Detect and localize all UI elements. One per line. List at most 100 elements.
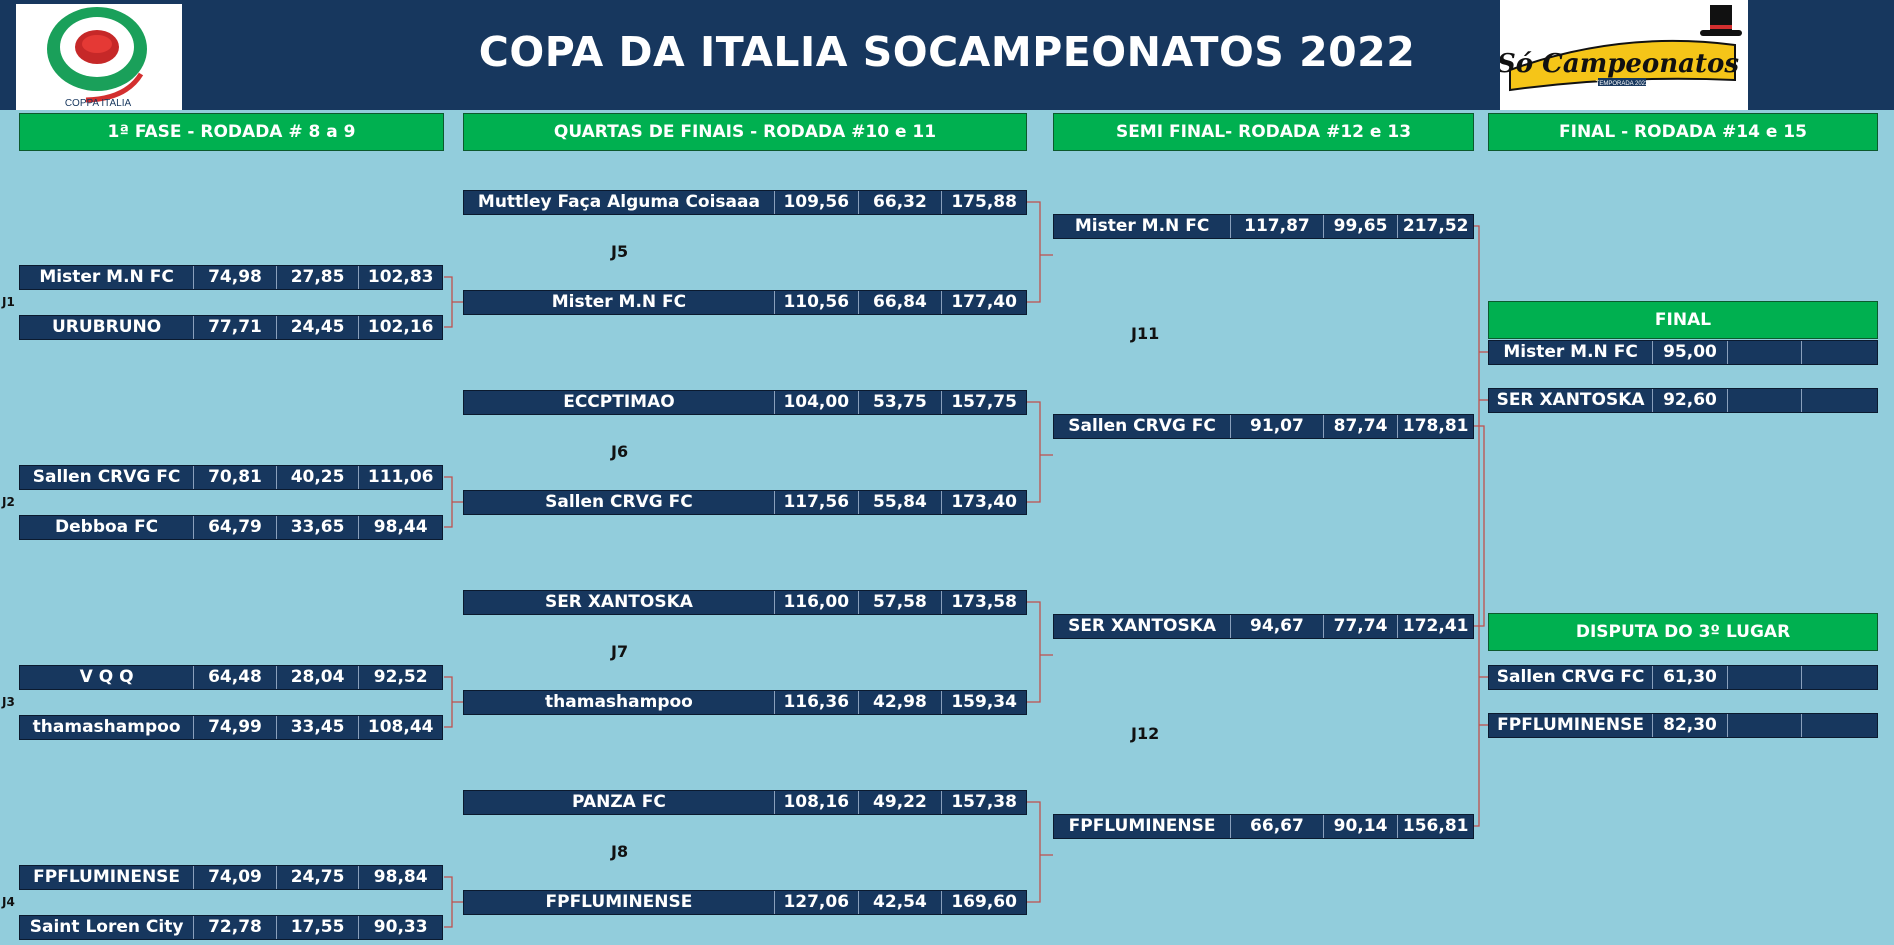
page-header: COPPA ITALIA COPA DA ITALIA SOCAMPEONATO… [0, 0, 1894, 110]
team-name: SER XANTOSKA [464, 591, 775, 614]
score-blank [1802, 389, 1877, 412]
score-leg1: 61,30 [1653, 666, 1728, 689]
score-leg1: 72,78 [194, 916, 277, 939]
round1-match-label-1: J1 [2, 295, 15, 309]
score-leg1: 82,30 [1653, 714, 1728, 737]
svg-text:TEMPORADA 2022: TEMPORADA 2022 [1596, 81, 1649, 87]
team-name: ECCPTIMAO [464, 391, 775, 414]
so-campeonatos-logo: Só Campeonatos TEMPORADA 2022 [1497, 0, 1748, 110]
round1-match-4-team-1: FPFLUMINENSE 74,09 24,75 98,84 [19, 865, 443, 890]
score-leg2: 66,32 [859, 191, 943, 214]
score-leg2 [1728, 666, 1803, 689]
round1-match-1-team-2: URUBRUNO 77,71 24,45 102,16 [19, 315, 443, 340]
quarterfinal-match-1-team-1: Muttley Faça Alguma Coisaaa 109,56 66,32 17… [463, 190, 1027, 215]
score-leg2: 87,74 [1324, 415, 1399, 438]
round1-match-4-team-2: Saint Loren City 72,78 17,55 90,33 [19, 915, 443, 940]
score-leg2: 33,45 [277, 716, 360, 739]
bracket-connector-line [1027, 801, 1053, 903]
score-total: 157,75 [951, 392, 1017, 412]
team-name: FPFLUMINENSE [1054, 815, 1232, 838]
semifinal-match-1-team-1: Mister M.N FC 117,87 99,65 217,52 [1053, 214, 1474, 239]
bracket-connector-line [1027, 201, 1053, 303]
quarterfinal-match-3-team-2: thamashampoo 116,36 42,98 159,34 [463, 690, 1027, 715]
quarterfinal-match-3-team-1: SER XANTOSKA 116,00 57,58 173,58 [463, 590, 1027, 615]
quarterfinal-match-label-1: J5 [611, 242, 629, 261]
score-total: 90,33 [373, 917, 428, 937]
score-leg1: 108,16 [775, 791, 859, 814]
score-total: 92,52 [373, 667, 428, 687]
coppa-italia-badge-icon: COPPA ITALIA [47, 7, 147, 109]
team-name: Mister M.N FC [1054, 215, 1232, 238]
svg-text:COPPA ITALIA: COPPA ITALIA [65, 98, 132, 109]
score-leg2: 57,58 [859, 591, 943, 614]
score-leg2: 27,85 [277, 266, 360, 289]
round1-match-label-4: J4 [2, 895, 15, 909]
quarterfinal-match-4-team-2: FPFLUMINENSE 127,06 42,54 169,60 [463, 890, 1027, 915]
round1-match-2-team-1: Sallen CRVG FC 70,81 40,25 111,06 [19, 465, 443, 490]
team-name: URUBRUNO [20, 316, 195, 339]
team-name: Sallen CRVG FC [20, 466, 195, 489]
score-leg2: 90,14 [1324, 815, 1399, 838]
bracket-connector-line [444, 676, 463, 728]
score-leg1: 104,00 [775, 391, 859, 414]
score-total: 173,58 [951, 592, 1017, 612]
score-blank [1802, 666, 1877, 689]
score-total: 177,40 [951, 292, 1017, 312]
team-name: thamashampoo [20, 716, 195, 739]
score-leg2: 77,74 [1324, 615, 1399, 638]
score-leg1: 66,67 [1231, 815, 1324, 838]
round1-match-label-3: J3 [2, 695, 15, 709]
team-name: thamashampoo [464, 691, 775, 714]
bracket-connector-line [1474, 225, 1480, 827]
score-leg1: 116,00 [775, 591, 859, 614]
score-total: 157,38 [951, 792, 1017, 812]
score-leg2: 28,04 [277, 666, 360, 689]
team-name: SER XANTOSKA [1054, 615, 1232, 638]
final-team-1: Mister M.N FC 95,00 [1488, 340, 1878, 365]
svg-text:Só Campeonatos: Só Campeonatos [1500, 49, 1739, 79]
semifinal-match-2-team-2: FPFLUMINENSE 66,67 90,14 156,81 [1053, 814, 1474, 839]
quarterfinal-match-label-4: J8 [611, 842, 629, 861]
score-total: 111,06 [367, 467, 434, 487]
score-leg2: 17,55 [277, 916, 360, 939]
score-leg2: 99,65 [1324, 215, 1399, 238]
team-name: PANZA FC [464, 791, 775, 814]
third-place-team-2: FPFLUMINENSE 82,30 [1488, 713, 1878, 738]
bracket-connector-line [1027, 601, 1053, 703]
score-total: 217,52 [1402, 216, 1469, 236]
quarterfinal-match-2-team-1: ECCPTIMAO 104,00 53,75 157,75 [463, 390, 1027, 415]
score-leg1: 92,60 [1653, 389, 1728, 412]
third-place-team-1: Sallen CRVG FC 61,30 [1488, 665, 1878, 690]
team-name: FPFLUMINENSE [1489, 714, 1654, 737]
score-total: 102,16 [367, 317, 434, 337]
team-name: Mister M.N FC [1489, 341, 1654, 364]
score-total: 178,81 [1402, 416, 1469, 436]
final-header: FINAL [1488, 301, 1878, 339]
score-leg1: 127,06 [775, 891, 859, 914]
team-name: V Q Q [20, 666, 195, 689]
top-hat-logo-icon: Só Campeonatos TEMPORADA 2022 [1497, 5, 1742, 92]
score-leg1: 95,00 [1653, 341, 1728, 364]
stage-header-round1: 1ª FASE - RODADA # 8 a 9 [19, 113, 444, 151]
round1-match-3-team-1: V Q Q 64,48 28,04 92,52 [19, 665, 443, 690]
semifinal-match-label-1: J11 [1131, 324, 1160, 343]
team-name: SER XANTOSKA [1489, 389, 1654, 412]
round1-match-label-2: J2 [2, 495, 15, 509]
score-leg2: 66,84 [859, 291, 943, 314]
team-name: FPFLUMINENSE [464, 891, 775, 914]
score-leg1: 64,48 [194, 666, 277, 689]
score-total: 102,83 [367, 267, 434, 287]
semifinal-match-label-2: J12 [1131, 724, 1160, 743]
score-total: 175,88 [951, 192, 1017, 212]
score-blank [1802, 341, 1877, 364]
score-leg1: 74,98 [194, 266, 277, 289]
stage-header-semifinal: SEMI FINAL- RODADA #12 e 13 [1053, 113, 1474, 151]
score-total: 159,34 [951, 692, 1017, 712]
bracket-connector-line [1027, 401, 1053, 503]
team-name: Sallen CRVG FC [1489, 666, 1654, 689]
score-leg1: 94,67 [1231, 615, 1324, 638]
team-name: Debboa FC [20, 516, 195, 539]
stage-header-quarterfinals: QUARTAS DE FINAIS - RODADA #10 e 11 [463, 113, 1027, 151]
team-name: Sallen CRVG FC [1054, 415, 1232, 438]
